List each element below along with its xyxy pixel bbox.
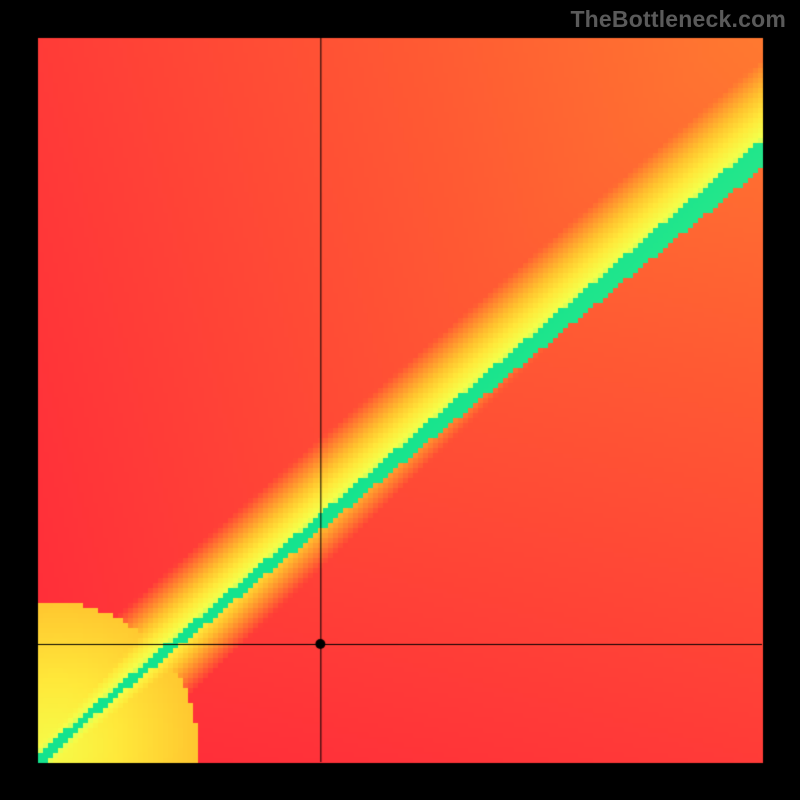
bottleneck-heatmap-canvas: [0, 0, 800, 800]
watermark-text: TheBottleneck.com: [570, 6, 786, 33]
